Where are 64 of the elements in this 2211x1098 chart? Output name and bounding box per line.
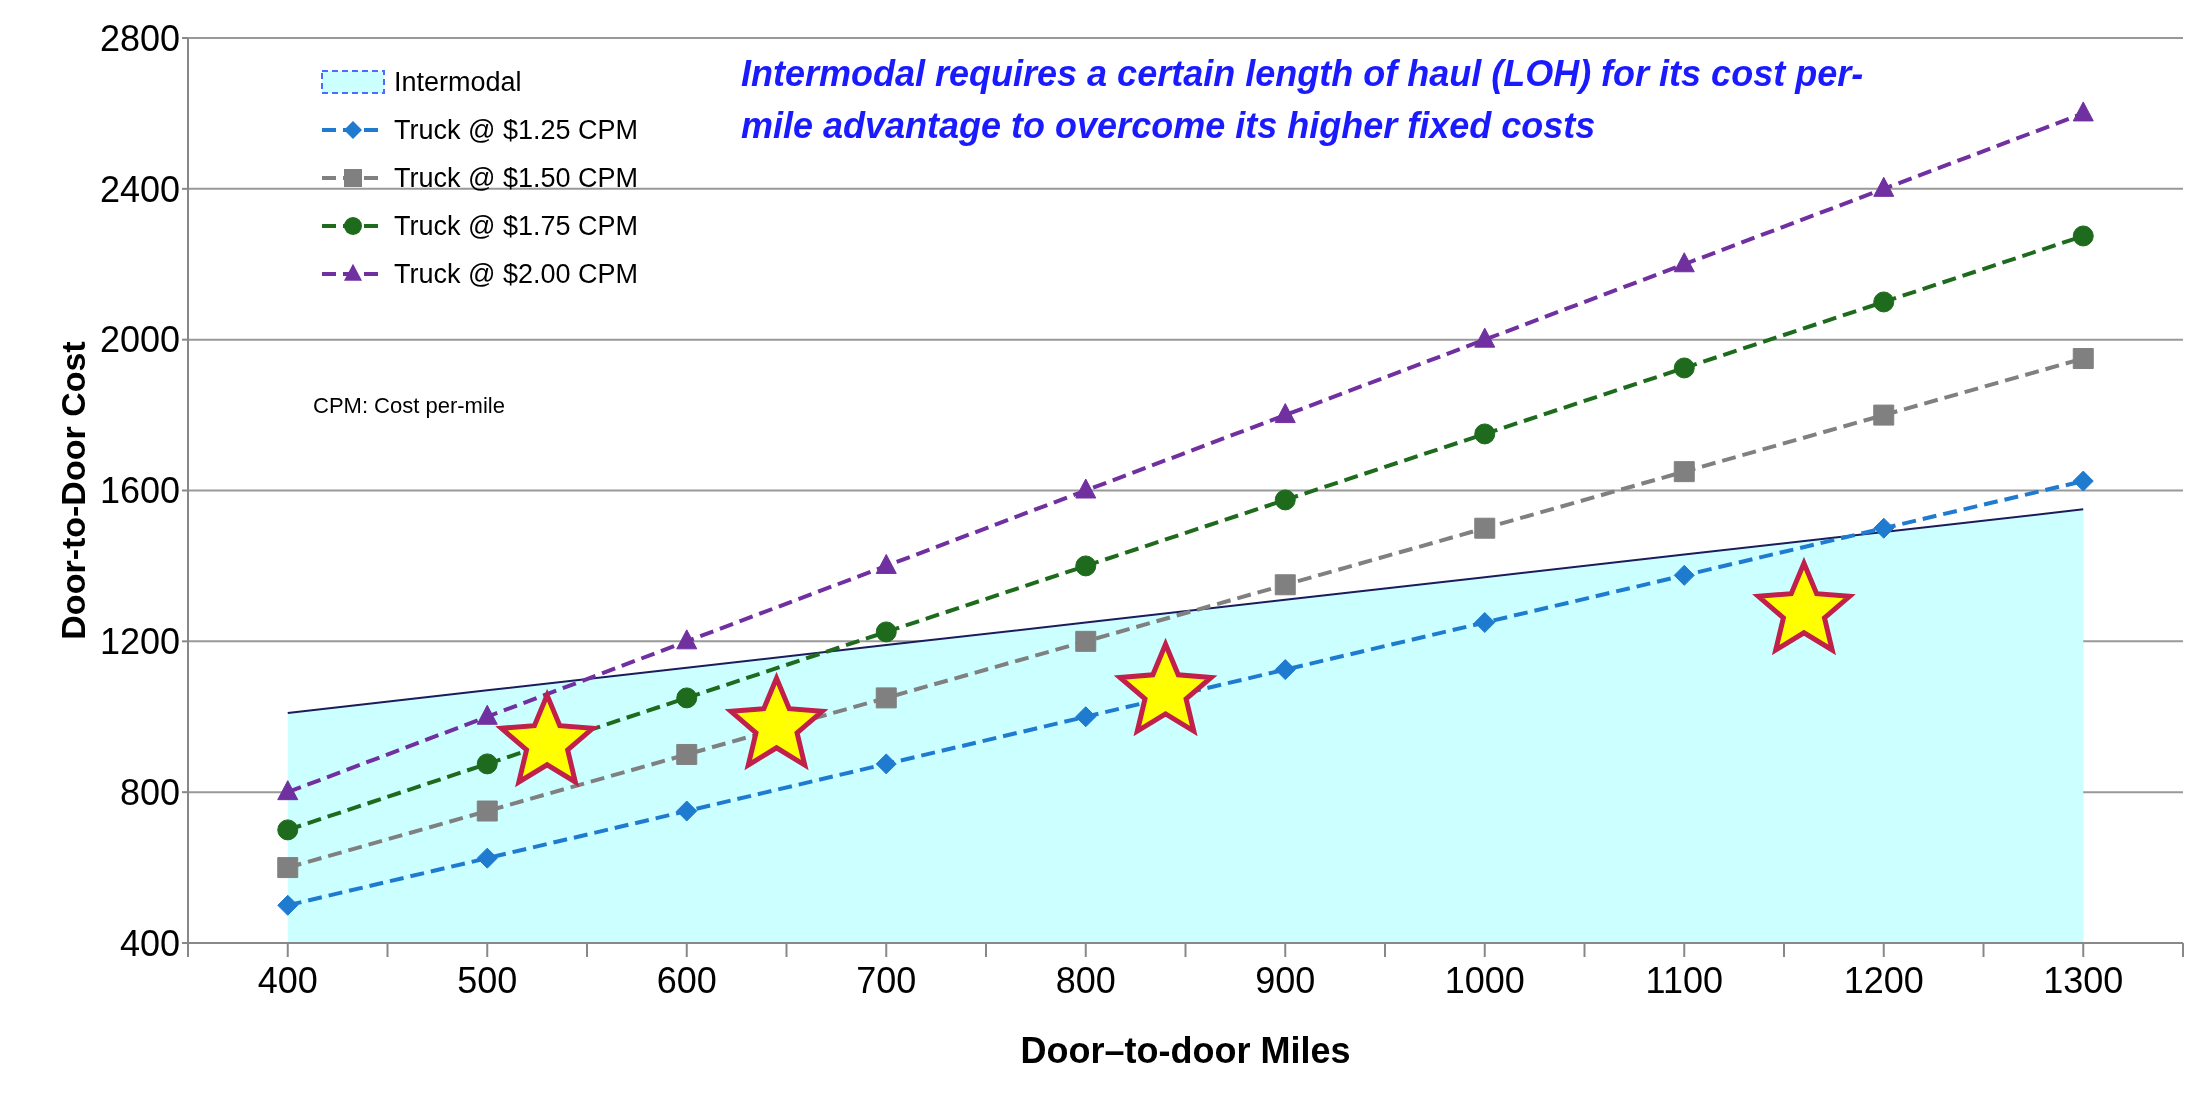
point [1075,630,1097,652]
y-axis-title: Door-to-Door Cost [54,341,93,640]
x-tick-label: 500 [457,960,518,1001]
x-tick-label: 600 [656,960,717,1001]
point [1474,327,1496,348]
annotation: Intermodal requires a certain length of haul (LOH) for its cost per-mile advantage to overcome its higher fixed costs [741,52,1865,148]
y-tick-label: 2400 [99,168,180,210]
point [676,629,698,650]
annotation: CPM: Cost per-mile [313,393,505,419]
point [1873,517,1895,539]
legend-label: Truck @ $1.50 CPM [394,162,638,195]
x-tick-label: 1300 [2043,960,2124,1001]
y-tick-label: 2800 [99,17,180,59]
x-tick-label: 700 [856,960,917,1001]
legend-label: Truck @ $2.00 CPM [394,258,638,291]
point [2072,225,2094,247]
point [2072,470,2094,492]
y-tick-label: 2000 [99,319,180,361]
point [1673,357,1695,379]
point [676,687,698,709]
point [1873,176,1895,197]
point [1274,574,1296,596]
point [1075,555,1097,577]
point [676,800,698,822]
point [1075,706,1097,728]
point [1474,423,1496,445]
legend-label: Intermodal [394,66,522,99]
point [1873,404,1895,426]
point [2072,348,2094,370]
legend-label: Truck @ $1.75 CPM [394,210,638,243]
point [1474,611,1496,633]
y-tick-label: 1200 [99,621,180,663]
y-tick-label: 400 [119,922,180,964]
point [476,753,498,775]
point [277,857,299,879]
x-tick-label: 400 [257,960,318,1001]
point [1274,489,1296,511]
point [476,800,498,822]
x-tick-label: 800 [1055,960,1116,1001]
x-axis-title: Door–to-door Miles [1020,1030,1351,1071]
point [875,621,897,643]
x-tick-label: 1000 [1444,960,1525,1001]
y-tick-label: 800 [119,771,180,813]
point [2072,101,2094,122]
point [1274,403,1296,424]
x-tick-label: 900 [1255,960,1316,1001]
point [1673,564,1695,586]
point [875,687,897,709]
point [277,819,299,841]
point [476,847,498,869]
point [1274,659,1296,681]
x-tick-label: 1100 [1645,960,1723,1001]
point [277,780,299,801]
legend-label: Truck @ $1.25 CPM [394,114,638,147]
y-tick-label: 1600 [99,470,180,512]
point [1873,291,1895,313]
point [1474,517,1496,539]
point [875,753,897,775]
point [676,743,698,765]
point [1075,478,1097,499]
x-tick-label: 1200 [1843,960,1924,1001]
point [1673,461,1695,483]
point [1673,252,1695,273]
point [277,894,299,916]
